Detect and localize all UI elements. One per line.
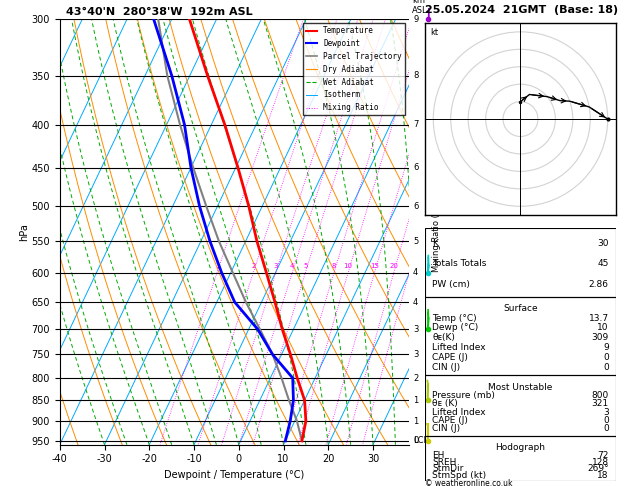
Text: 1: 1 [413, 417, 418, 426]
Bar [425, 228, 616, 296]
Text: 2.86: 2.86 [589, 279, 609, 289]
Text: 321: 321 [592, 399, 609, 408]
Text: 309: 309 [591, 333, 609, 342]
Text: kt: kt [430, 28, 438, 37]
Text: 1: 1 [214, 262, 220, 269]
Text: Pressure (mb): Pressure (mb) [432, 391, 495, 400]
Text: Mixing Ratio (g/kg): Mixing Ratio (g/kg) [432, 192, 442, 272]
Text: StmDir: StmDir [432, 464, 464, 473]
Text: 0: 0 [603, 416, 609, 425]
Text: 3: 3 [274, 262, 278, 269]
Text: CAPE (J): CAPE (J) [432, 353, 468, 362]
Text: 13.7: 13.7 [589, 313, 609, 323]
Text: 9: 9 [413, 15, 418, 24]
Text: 18: 18 [598, 471, 609, 480]
Y-axis label: hPa: hPa [19, 223, 29, 241]
Text: 5: 5 [413, 237, 418, 245]
Text: 0: 0 [413, 436, 418, 445]
Bar [425, 375, 616, 435]
Text: 5: 5 [303, 262, 308, 269]
Text: 6: 6 [413, 163, 418, 172]
Text: 8: 8 [331, 262, 336, 269]
Text: 43°40'N  280°38'W  192m ASL: 43°40'N 280°38'W 192m ASL [66, 7, 253, 17]
Text: 128: 128 [592, 457, 609, 467]
Text: Most Unstable: Most Unstable [488, 382, 553, 392]
Text: 10: 10 [343, 262, 352, 269]
Text: 4: 4 [290, 262, 294, 269]
X-axis label: Dewpoint / Temperature (°C): Dewpoint / Temperature (°C) [164, 470, 304, 480]
Text: StmSpd (kt): StmSpd (kt) [432, 471, 486, 480]
Text: Surface: Surface [503, 304, 538, 313]
Text: 2: 2 [251, 262, 255, 269]
Bar [425, 296, 616, 375]
Text: 45: 45 [598, 260, 609, 268]
Text: 25.05.2024  21GMT  (Base: 18): 25.05.2024 21GMT (Base: 18) [425, 4, 618, 15]
Text: θᴇ (K): θᴇ (K) [432, 399, 458, 408]
Text: 9: 9 [603, 343, 609, 352]
Text: 8: 8 [413, 71, 418, 80]
Bar [425, 435, 616, 481]
Text: 800: 800 [591, 391, 609, 400]
Text: 3: 3 [603, 408, 609, 417]
Text: 72: 72 [598, 451, 609, 460]
Text: 3: 3 [413, 325, 418, 334]
Text: 6: 6 [413, 202, 418, 211]
Legend: Temperature, Dewpoint, Parcel Trajectory, Dry Adiabat, Wet Adiabat, Isotherm, Mi: Temperature, Dewpoint, Parcel Trajectory… [303, 23, 405, 115]
Text: SREH: SREH [432, 457, 457, 467]
Text: Lifted Index: Lifted Index [432, 408, 486, 417]
Text: 0: 0 [603, 363, 609, 372]
Text: 269°: 269° [587, 464, 609, 473]
Text: 10: 10 [598, 323, 609, 332]
Text: CIN (J): CIN (J) [432, 424, 460, 434]
Text: θᴇ(K): θᴇ(K) [432, 333, 455, 342]
Text: 7: 7 [413, 120, 418, 129]
Text: 0: 0 [603, 424, 609, 434]
Text: Lifted Index: Lifted Index [432, 343, 486, 352]
Text: 4: 4 [413, 297, 418, 307]
Text: Dewp (°C): Dewp (°C) [432, 323, 479, 332]
Text: 3: 3 [413, 350, 418, 359]
Text: 2: 2 [413, 374, 418, 382]
Text: CAPE (J): CAPE (J) [432, 416, 468, 425]
Text: PW (cm): PW (cm) [432, 279, 470, 289]
Text: K: K [432, 239, 438, 248]
Text: 30: 30 [598, 239, 609, 248]
Text: km
ASL: km ASL [413, 0, 428, 15]
Text: 15: 15 [370, 262, 379, 269]
Text: © weatheronline.co.uk: © weatheronline.co.uk [425, 479, 512, 486]
Text: CIN (J): CIN (J) [432, 363, 460, 372]
Text: LCL: LCL [413, 436, 428, 445]
Text: EH: EH [432, 451, 445, 460]
Text: Totals Totals: Totals Totals [432, 260, 487, 268]
Text: 20: 20 [389, 262, 398, 269]
Text: 1: 1 [413, 396, 418, 405]
Text: 0: 0 [603, 353, 609, 362]
Text: Temp (°C): Temp (°C) [432, 313, 477, 323]
Text: Hodograph: Hodograph [496, 443, 545, 452]
Text: 4: 4 [413, 268, 418, 278]
